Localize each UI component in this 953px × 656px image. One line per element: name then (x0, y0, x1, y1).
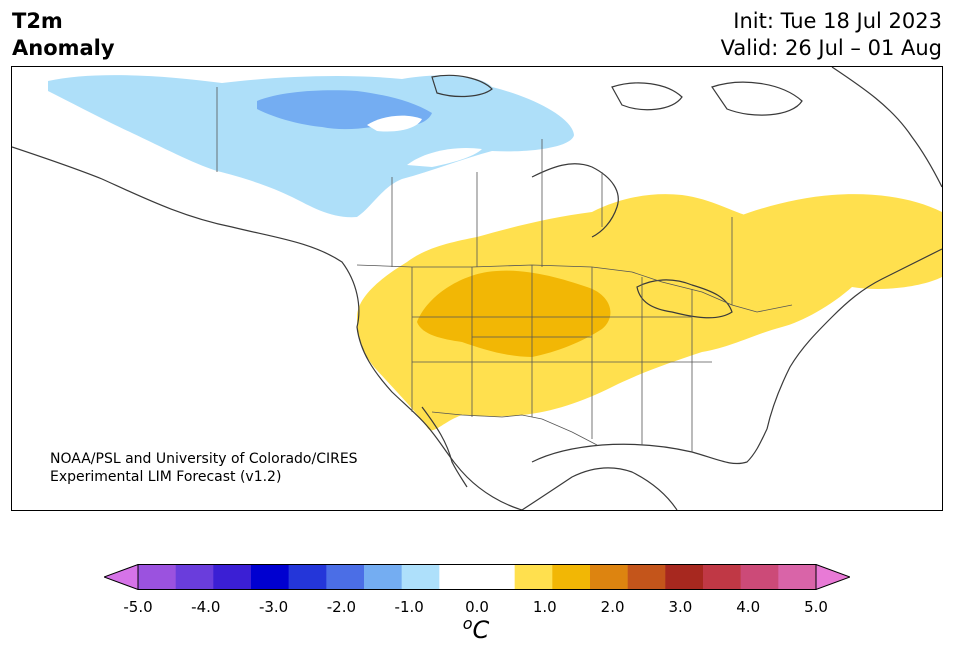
colorbar-segment (477, 564, 515, 590)
colorbar-segment (514, 564, 553, 590)
colorbar-segment (703, 564, 741, 590)
title-line-1: T2m (12, 9, 63, 33)
canada-provinces (216, 87, 733, 305)
warm-anomaly-light (357, 194, 942, 431)
credit-line-1: NOAA/PSL and University of Colorado/CIRE… (50, 451, 358, 467)
colorbar-segment (364, 564, 402, 590)
colorbar-segment (288, 564, 327, 590)
colorbar-segment (326, 564, 365, 590)
colorbar-tick-label: -4.0 (191, 598, 221, 616)
colorbar-segment (251, 564, 289, 590)
hudson-bay-coast (531, 163, 619, 238)
greenland-edge (831, 67, 942, 188)
colorbar (104, 564, 850, 590)
colorbar-segments (104, 564, 850, 590)
units-degree: o (462, 614, 473, 633)
mexico-coast (521, 467, 678, 510)
warm-anomaly-core (417, 270, 611, 357)
colorbar-tick-label: 4.0 (736, 598, 761, 616)
colorbar-segment (175, 564, 214, 590)
colorbar-segment (552, 564, 591, 590)
colorbar-segment (665, 564, 704, 590)
colorbar-tick-label: 1.0 (532, 598, 557, 616)
hudson-bay-white (367, 115, 422, 132)
colorbar-segment (627, 564, 666, 590)
colorbar-tick-label: -5.0 (123, 598, 153, 616)
anomaly-map: NOAA/PSL and University of Colorado/CIRE… (12, 67, 942, 510)
map-title: T2m Anomaly (12, 8, 115, 62)
arctic-islands (431, 74, 803, 116)
colorbar-tick-label: -2.0 (326, 598, 357, 616)
map-panel: NOAA/PSL and University of Colorado/CIRE… (11, 66, 943, 511)
colorbar-segment (740, 564, 779, 590)
colorbar-segment (439, 564, 478, 590)
colorbar-frame (137, 564, 817, 590)
baja (421, 406, 468, 488)
credit-line-2: Experimental LIM Forecast (v1.2) (50, 469, 282, 485)
colorbar-units: oC (463, 614, 490, 644)
colorbar-segment (213, 564, 252, 590)
cold-anomaly-light (48, 75, 574, 218)
hudson-bay-strait-white (407, 147, 482, 167)
units-base: C (472, 616, 490, 644)
coastlines (12, 67, 942, 510)
forecast-dates: Init: Tue 18 Jul 2023 Valid: 26 Jul – 01… (721, 8, 942, 62)
colorbar-segment (138, 564, 176, 590)
us-mexico-border (431, 411, 598, 446)
political-boundaries (216, 87, 793, 452)
colorbar-tick-label: 0.0 (465, 598, 489, 616)
atlantic-coast (766, 248, 942, 430)
valid-date: Valid: 26 Jul – 01 Aug (720, 36, 942, 60)
warm-anomaly-quebec (737, 194, 942, 254)
colorbar-segment (590, 564, 628, 590)
init-date: Init: Tue 18 Jul 2023 (733, 9, 942, 33)
colorbar-extend-high (815, 564, 850, 590)
colorbar-ticks: -5.0 -4.0 -3.0 -2.0 -1.0 0.0 1.0 2.0 3.0 4.0 5.0 (0, 598, 953, 618)
colorbar-segment (401, 564, 440, 590)
colorbar-tick-label: 5.0 (804, 598, 828, 616)
colorbar-tick-label: -1.0 (394, 598, 424, 616)
colorbar-tick-label: 3.0 (668, 598, 693, 616)
colorbar-tick-label: 2.0 (600, 598, 625, 616)
gulf-coast (531, 428, 768, 465)
colorbar-extend-low (104, 564, 139, 590)
colorbar-tick-label: -3.0 (258, 598, 289, 616)
us-states (411, 265, 712, 452)
colorbar-segment (778, 564, 817, 590)
us-canada-border (356, 264, 793, 313)
map-credit: NOAA/PSL and University of Colorado/CIRE… (50, 450, 358, 486)
great-lakes (636, 279, 733, 319)
title-line-2: Anomaly (12, 36, 115, 60)
